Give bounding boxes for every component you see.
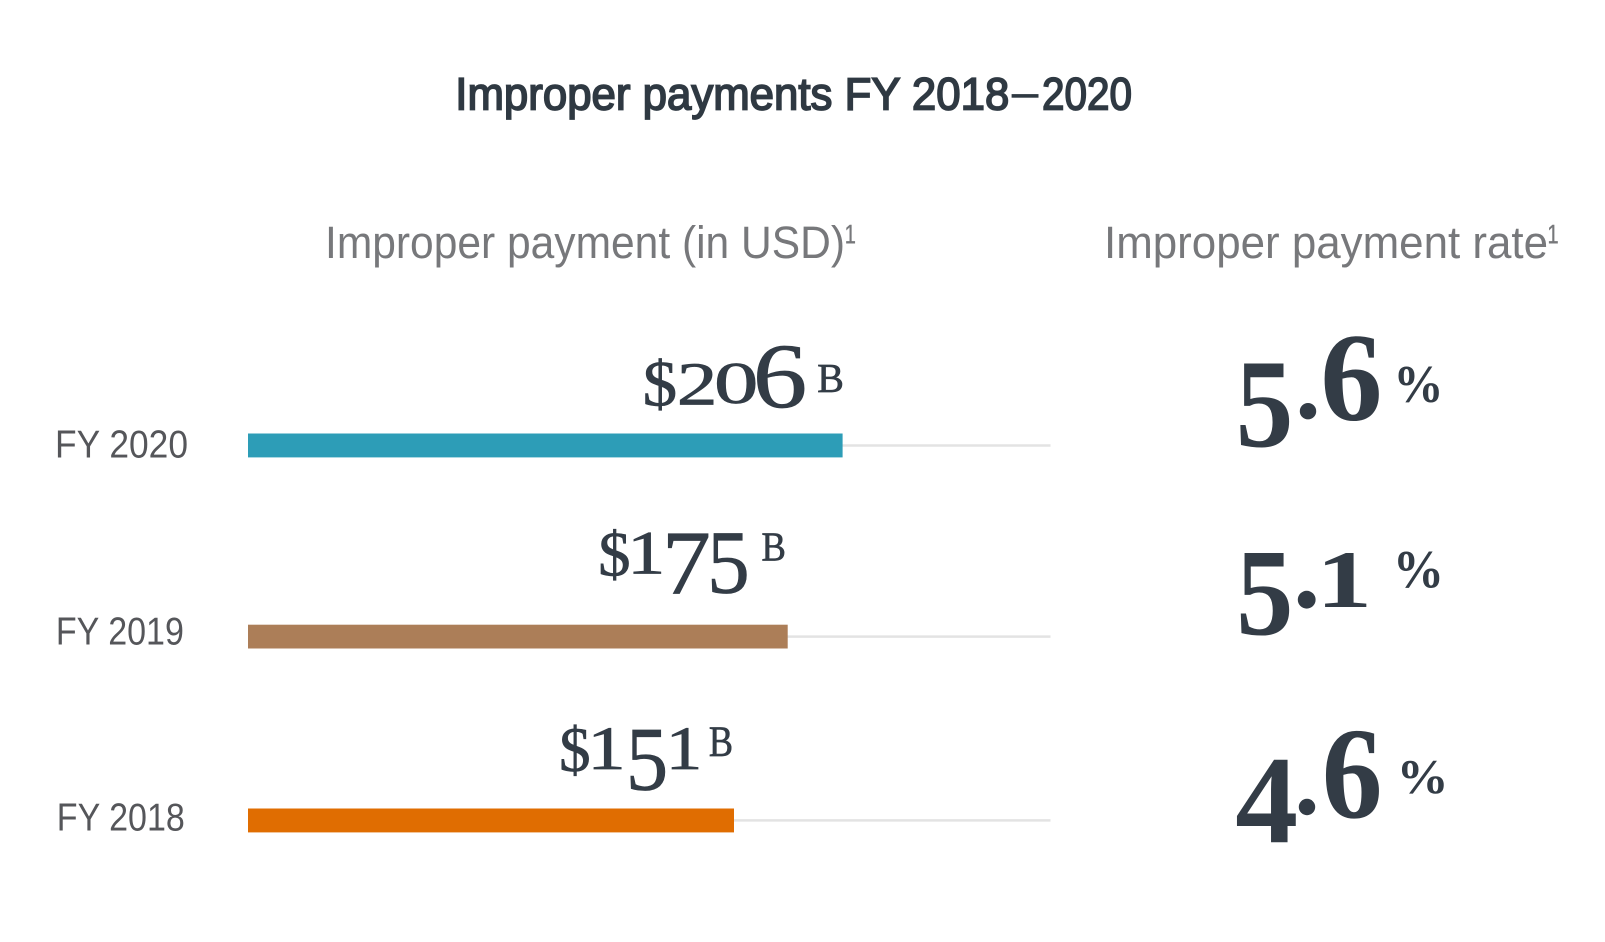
svg-text:Improper payment rate: Improper payment rate (1104, 217, 1548, 268)
svg-text:2: 2 (677, 350, 718, 418)
svg-text:¹: ¹ (845, 216, 856, 266)
svg-text:6: 6 (753, 325, 808, 427)
svg-text:5: 5 (707, 512, 750, 612)
svg-text:$: $ (598, 519, 630, 589)
svg-text:B: B (817, 356, 844, 402)
svg-text:B: B (709, 717, 733, 766)
svg-text:6: 6 (1322, 702, 1383, 846)
svg-text:%: % (1393, 356, 1443, 415)
svg-text:FY 2018: FY 2018 (57, 797, 185, 840)
svg-text:1: 1 (587, 715, 625, 783)
svg-text:$: $ (559, 715, 590, 785)
svg-text:Improper payments FY 2018: Improper payments FY 2018 (455, 68, 1009, 119)
svg-text:%: % (1397, 749, 1449, 803)
svg-text:5: 5 (1236, 335, 1294, 475)
svg-text:FY 2020: FY 2020 (55, 423, 188, 466)
svg-text:5: 5 (1236, 524, 1293, 661)
svg-text:7: 7 (662, 514, 711, 614)
svg-text:B: B (762, 524, 786, 570)
svg-text:FY 2019: FY 2019 (56, 611, 184, 654)
svg-text:2020: 2020 (1042, 68, 1132, 119)
svg-text:1: 1 (1316, 535, 1372, 625)
svg-text:$: $ (643, 348, 678, 420)
svg-text:%: % (1393, 540, 1444, 599)
svg-text:0: 0 (714, 351, 758, 416)
svg-text:Improper payment (in USD): Improper payment (in USD) (325, 217, 845, 268)
svg-text:¹: ¹ (1548, 216, 1559, 266)
svg-text:1: 1 (666, 714, 703, 782)
svg-text:1: 1 (627, 519, 665, 587)
svg-text:5: 5 (626, 710, 668, 810)
svg-text:4: 4 (1235, 731, 1298, 870)
svg-text:6: 6 (1320, 308, 1382, 448)
